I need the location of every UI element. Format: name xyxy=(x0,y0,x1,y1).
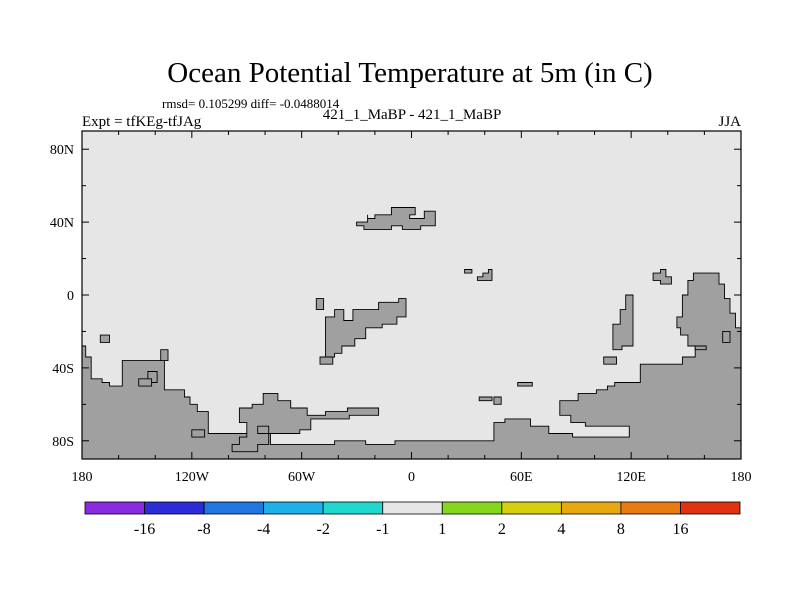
x-tick-label: 180 xyxy=(72,470,93,485)
y-tick-labels: 80N 40N 0 40S 80S xyxy=(50,143,74,450)
colorbar-box xyxy=(144,501,205,515)
land-mask-0 xyxy=(81,272,742,460)
land-mask-13 xyxy=(476,269,493,281)
colorbar-box xyxy=(203,501,265,515)
land-mask-9 xyxy=(99,334,110,343)
colorbar-label: 16 xyxy=(672,521,688,538)
colorbar-box xyxy=(680,501,741,515)
experiment-label: Expt = tfKEg-tfJAg xyxy=(82,114,202,130)
colorbar-label: 4 xyxy=(557,521,565,538)
colorbar-box xyxy=(263,501,324,515)
colorbar-box xyxy=(620,501,681,515)
y-tick-label: 40S xyxy=(52,362,74,377)
land-mask-8 xyxy=(138,378,153,387)
center-label: 421_1_MaBP - 421_1_MaBP xyxy=(323,107,502,123)
colorbar-label: -8 xyxy=(197,521,210,538)
season-label: JJA xyxy=(718,114,741,130)
land-mask-11 xyxy=(191,429,206,438)
colorbar-label: 2 xyxy=(498,521,506,538)
x-tick-label: 60E xyxy=(510,470,533,485)
stats-text: rmsd= 0.105299 diff= -0.0488014 xyxy=(162,96,340,111)
colorbar-box xyxy=(322,501,384,515)
colorbar-label: 8 xyxy=(617,521,625,538)
x-tick-label: 60W xyxy=(288,470,316,485)
x-tick-label: 120W xyxy=(175,470,210,485)
land-mask-10 xyxy=(257,425,270,434)
land-mask-19 xyxy=(652,269,672,285)
chart-title: Ocean Potential Temperature at 5m (in C) xyxy=(167,57,652,89)
colorbar-label: -4 xyxy=(257,521,270,538)
x-tick-label: 180 xyxy=(731,470,752,485)
land-mask-2 xyxy=(325,298,407,358)
land-mask-1 xyxy=(231,392,380,453)
land-mask-12 xyxy=(464,269,473,274)
y-tick-label: 80N xyxy=(50,143,74,158)
y-tick-label: 0 xyxy=(67,289,74,304)
colorbar-box xyxy=(382,501,443,515)
colorbar-box xyxy=(84,501,145,515)
colorbar-label: -2 xyxy=(317,521,330,538)
land-mask-18 xyxy=(612,294,634,351)
x-tick-label: 120E xyxy=(616,470,646,485)
land-mask-3 xyxy=(356,207,436,230)
colorbar-box xyxy=(501,501,562,515)
land-mask-20 xyxy=(694,345,707,351)
x-tick-labels: 180 120W 60W 0 60E 120E 180 xyxy=(72,470,752,485)
land-mask-21 xyxy=(722,330,731,343)
land-mask-15 xyxy=(493,396,502,405)
land-mask-16 xyxy=(517,382,533,387)
x-tick-label: 0 xyxy=(408,470,415,485)
land-mask-17 xyxy=(603,356,617,365)
y-tick-label: 40N xyxy=(50,216,74,231)
colorbar-label: 1 xyxy=(438,521,446,538)
land-mask-5 xyxy=(315,298,325,311)
land-mask-layer xyxy=(81,207,742,460)
colorbar-box xyxy=(560,501,622,515)
land-mask-6 xyxy=(160,349,169,362)
land-mask-14 xyxy=(478,396,493,402)
land-mask-4 xyxy=(319,356,334,365)
y-tick-label: 80S xyxy=(52,435,74,450)
colorbar: -16 -8 -4 -2 -1 1 2 4 8 16 xyxy=(84,501,741,538)
colorbar-label: -16 xyxy=(134,521,155,538)
colorbar-box xyxy=(441,501,503,515)
plot-frame xyxy=(81,130,742,460)
colorbar-label: -1 xyxy=(376,521,389,538)
